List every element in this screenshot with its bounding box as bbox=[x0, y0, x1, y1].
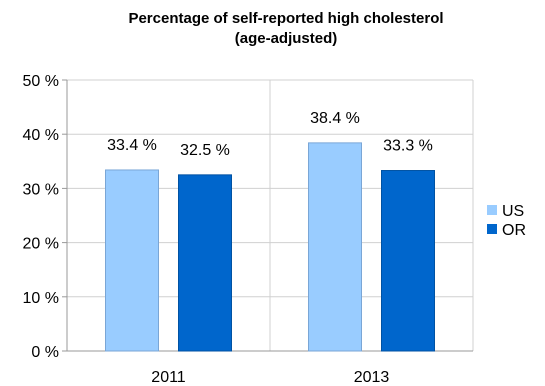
bars: 33.4 % 32.5 % 38.4 % 33.3 % bbox=[105, 110, 435, 352]
bar-us-2011 bbox=[105, 169, 159, 352]
data-label: 33.3 % bbox=[383, 138, 433, 155]
y-tick-label: 50 % bbox=[23, 73, 59, 90]
x-axis: 2011 2013 bbox=[151, 369, 389, 386]
bar-or-2013 bbox=[381, 170, 435, 352]
data-label: 38.4 % bbox=[310, 110, 360, 127]
legend-swatch-us bbox=[487, 205, 497, 215]
chart-title: Percentage of self-reported high cholest… bbox=[128, 10, 443, 27]
data-label: 32.5 % bbox=[180, 142, 230, 159]
y-tick-label: 10 % bbox=[23, 290, 59, 307]
legend-swatch-or bbox=[487, 224, 497, 234]
legend-label-us: US bbox=[502, 203, 524, 220]
y-tick-label: 40 % bbox=[23, 127, 59, 144]
x-tick-label: 2011 bbox=[151, 369, 186, 386]
bar-or-2011 bbox=[178, 174, 232, 352]
x-tick-label: 2013 bbox=[354, 369, 390, 386]
bar-us-2013 bbox=[308, 142, 362, 352]
data-label: 33.4 % bbox=[107, 137, 157, 154]
legend-label-or: OR bbox=[502, 222, 526, 239]
legend: US OR bbox=[487, 203, 526, 239]
y-tick-label: 0 % bbox=[31, 344, 59, 361]
y-tick-label: 30 % bbox=[23, 181, 59, 198]
y-tick-label: 20 % bbox=[23, 236, 59, 253]
chart-subtitle: (age-adjusted) bbox=[235, 30, 338, 47]
